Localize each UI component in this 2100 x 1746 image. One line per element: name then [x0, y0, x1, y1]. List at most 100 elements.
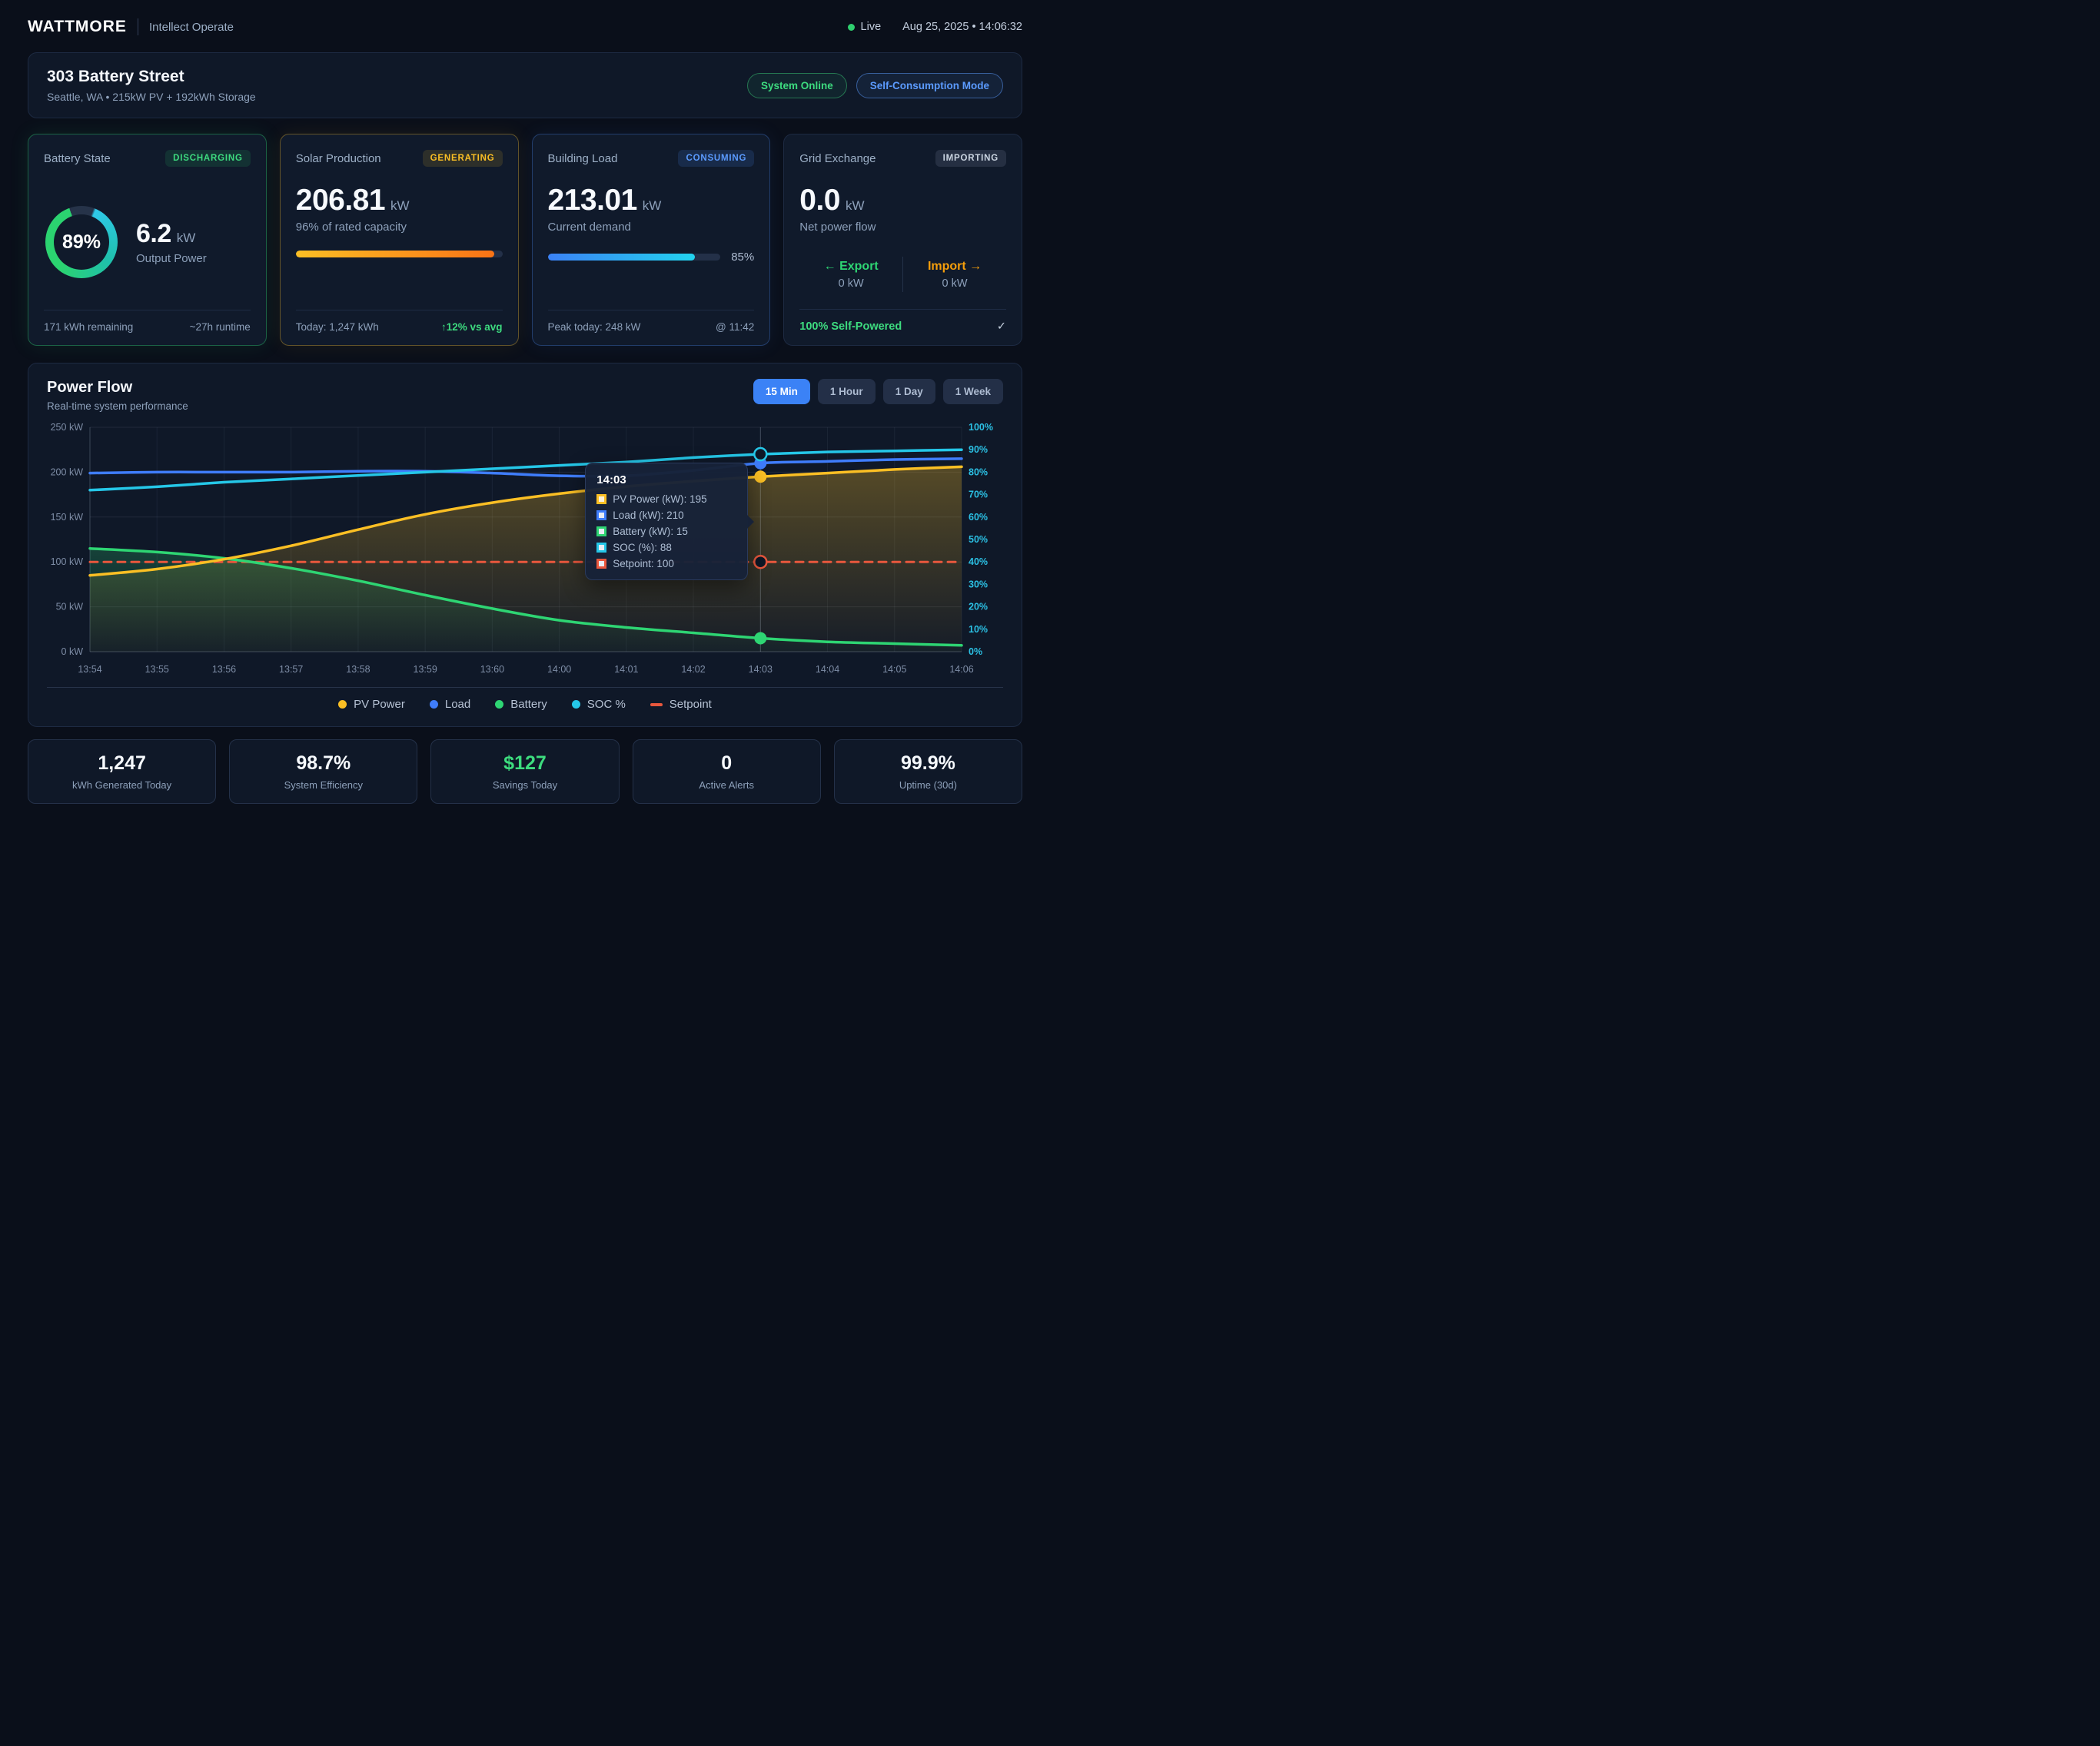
- svg-text:0 kW: 0 kW: [61, 646, 84, 657]
- app-header: WATTMORE Intellect Operate Live Aug 25, …: [28, 11, 1022, 43]
- battery-soc-gauge: 89%: [45, 206, 118, 278]
- load-progress-fill: [548, 254, 695, 261]
- svg-text:100%: 100%: [969, 422, 993, 433]
- legend-item-soc[interactable]: SOC %: [572, 698, 626, 711]
- battery-output-value: 6.2: [136, 219, 171, 249]
- legend-item-load[interactable]: Load: [430, 698, 470, 711]
- header-right: Live Aug 25, 2025 • 14:06:32: [848, 21, 1022, 33]
- tooltip-time: 14:03: [596, 473, 736, 486]
- load-legend-icon: [430, 700, 438, 709]
- dashboard: WATTMORE Intellect Operate Live Aug 25, …: [0, 0, 1050, 804]
- battery-legend-icon: [495, 700, 503, 709]
- tooltip-row: SOC (%)88: [596, 542, 736, 553]
- svg-text:13:54: 13:54: [78, 664, 101, 675]
- tooltip-row: PV Power (kW)195: [596, 493, 736, 505]
- load-progress-pct: 85%: [731, 251, 754, 264]
- load-value-block: 213.01 kW Current demand: [548, 184, 755, 234]
- stat-uptime: 99.9% Uptime (30d): [834, 739, 1022, 804]
- tooltip-row: Battery (kW)15: [596, 526, 736, 537]
- load-peak-time: @ 11:42: [716, 321, 754, 333]
- grid-status-badge: IMPORTING: [935, 150, 1006, 167]
- stats-row: 1,247 kWh Generated Today 98.7% System E…: [28, 739, 1022, 804]
- chart-tooltip: 14:03 PV Power (kW)195 Load (kW)210 Batt…: [585, 463, 748, 580]
- soc-legend-icon: [572, 700, 580, 709]
- battery-card-title: Battery State: [44, 152, 111, 165]
- solar-unit: kW: [390, 198, 410, 214]
- site-details: Seattle, WA • 215kW PV + 192kWh Storage: [47, 91, 256, 103]
- grid-import-cell: Import → 0 kW: [903, 260, 1006, 290]
- svg-text:13:56: 13:56: [212, 664, 236, 675]
- legend-item-setpoint[interactable]: Setpoint: [650, 698, 712, 711]
- svg-text:100 kW: 100 kW: [51, 556, 84, 567]
- solar-status-badge: GENERATING: [423, 150, 503, 167]
- live-label: Live: [861, 21, 882, 33]
- self-consumption-mode-badge[interactable]: Self-Consumption Mode: [856, 73, 1003, 98]
- svg-text:80%: 80%: [969, 466, 988, 477]
- load-value: 213.01: [548, 184, 637, 217]
- tooltip-swatch-soc: [596, 543, 606, 553]
- load-status-badge: CONSUMING: [678, 150, 754, 167]
- tooltip-swatch-battery: [596, 526, 606, 536]
- svg-text:0%: 0%: [969, 646, 982, 657]
- svg-text:13:55: 13:55: [145, 664, 169, 675]
- battery-soc-value: 89%: [54, 214, 109, 270]
- tooltip-row: Setpoint100: [596, 558, 736, 569]
- pv-power-legend-icon: [338, 700, 347, 709]
- load-progress-track: [548, 254, 721, 261]
- load-unit: kW: [643, 198, 662, 214]
- stat-system-efficiency: 98.7% System Efficiency: [229, 739, 417, 804]
- svg-text:13:58: 13:58: [346, 664, 370, 675]
- power-flow-subtitle: Real-time system performance: [47, 400, 188, 412]
- battery-remaining: 171 kWh remaining: [44, 321, 133, 333]
- stat-kwh-generated: 1,247 kWh Generated Today: [28, 739, 216, 804]
- grid-export-value: 0 kW: [799, 277, 902, 290]
- battery-runtime: ~27h runtime: [190, 321, 251, 333]
- svg-text:250 kW: 250 kW: [51, 422, 84, 433]
- live-dot-icon: [848, 24, 855, 31]
- range-button-15min[interactable]: 15 Min: [753, 379, 810, 404]
- grid-value: 0.0: [799, 184, 840, 217]
- battery-output-unit: kW: [177, 231, 196, 246]
- legend-item-pv-power[interactable]: PV Power: [338, 698, 405, 711]
- svg-text:50 kW: 50 kW: [56, 602, 84, 612]
- grid-export-cell: ← Export 0 kW: [799, 260, 902, 290]
- solar-production-card: Solar Production GENERATING 206.81 kW 96…: [280, 134, 519, 346]
- battery-output: 6.2 kW Output Power: [136, 219, 207, 265]
- datetime: Aug 25, 2025 • 14:06:32: [902, 21, 1022, 33]
- site-badges: System Online Self-Consumption Mode: [747, 73, 1003, 98]
- legend-item-battery[interactable]: Battery: [495, 698, 547, 711]
- svg-text:50%: 50%: [969, 534, 988, 545]
- range-button-1hour[interactable]: 1 Hour: [818, 379, 876, 404]
- tooltip-swatch-setpoint: [596, 559, 606, 569]
- grid-import-label: Import →: [903, 260, 1006, 274]
- checkmark-icon: ✓: [997, 320, 1006, 333]
- live-indicator: Live: [848, 21, 882, 33]
- grid-import-value: 0 kW: [903, 277, 1006, 290]
- solar-value-block: 206.81 kW 96% of rated capacity: [296, 184, 503, 234]
- range-button-1day[interactable]: 1 Day: [883, 379, 935, 404]
- time-range-selector: 15 Min 1 Hour 1 Day 1 Week: [753, 379, 1003, 404]
- power-flow-card: Power Flow Real-time system performance …: [28, 363, 1022, 727]
- svg-text:40%: 40%: [969, 556, 988, 567]
- svg-text:10%: 10%: [969, 624, 988, 635]
- product-name: Intellect Operate: [149, 21, 234, 34]
- svg-text:14:00: 14:00: [547, 664, 571, 675]
- solar-progress-track: [296, 251, 503, 257]
- brand-logo: WATTMORE: [28, 18, 127, 36]
- svg-text:14:06: 14:06: [949, 664, 973, 675]
- power-flow-chart[interactable]: 250 kW200 kW150 kW100 kW50 kW0 kW100%90%…: [47, 418, 1003, 679]
- site-card: 303 Battery Street Seattle, WA • 215kW P…: [28, 52, 1022, 118]
- power-flow-heading: Power Flow Real-time system performance: [47, 379, 188, 412]
- solar-today-total: Today: 1,247 kWh: [296, 321, 379, 333]
- chart-canvas[interactable]: 250 kW200 kW150 kW100 kW50 kW0 kW100%90%…: [47, 418, 1005, 679]
- stat-savings-today: $127 Savings Today: [430, 739, 619, 804]
- svg-text:14:04: 14:04: [816, 664, 839, 675]
- building-load-card: Building Load CONSUMING 213.01 kW Curren…: [532, 134, 771, 346]
- svg-text:14:01: 14:01: [614, 664, 638, 675]
- site-info: 303 Battery Street Seattle, WA • 215kW P…: [47, 68, 256, 103]
- svg-text:70%: 70%: [969, 490, 988, 500]
- tooltip-swatch-load: [596, 510, 606, 520]
- battery-output-label: Output Power: [136, 252, 207, 265]
- range-button-1week[interactable]: 1 Week: [943, 379, 1003, 404]
- load-card-title: Building Load: [548, 152, 618, 165]
